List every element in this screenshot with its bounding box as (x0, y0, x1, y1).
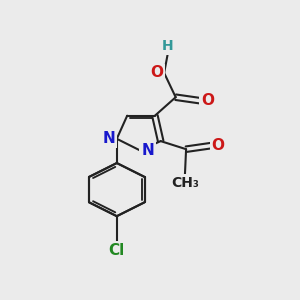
Text: O: O (201, 93, 214, 108)
Text: H: H (162, 39, 173, 53)
Text: N: N (103, 131, 116, 146)
Text: CH₃: CH₃ (171, 176, 199, 190)
Text: O: O (150, 65, 163, 80)
Text: Cl: Cl (109, 243, 125, 258)
Text: N: N (141, 143, 154, 158)
Text: O: O (212, 138, 224, 153)
